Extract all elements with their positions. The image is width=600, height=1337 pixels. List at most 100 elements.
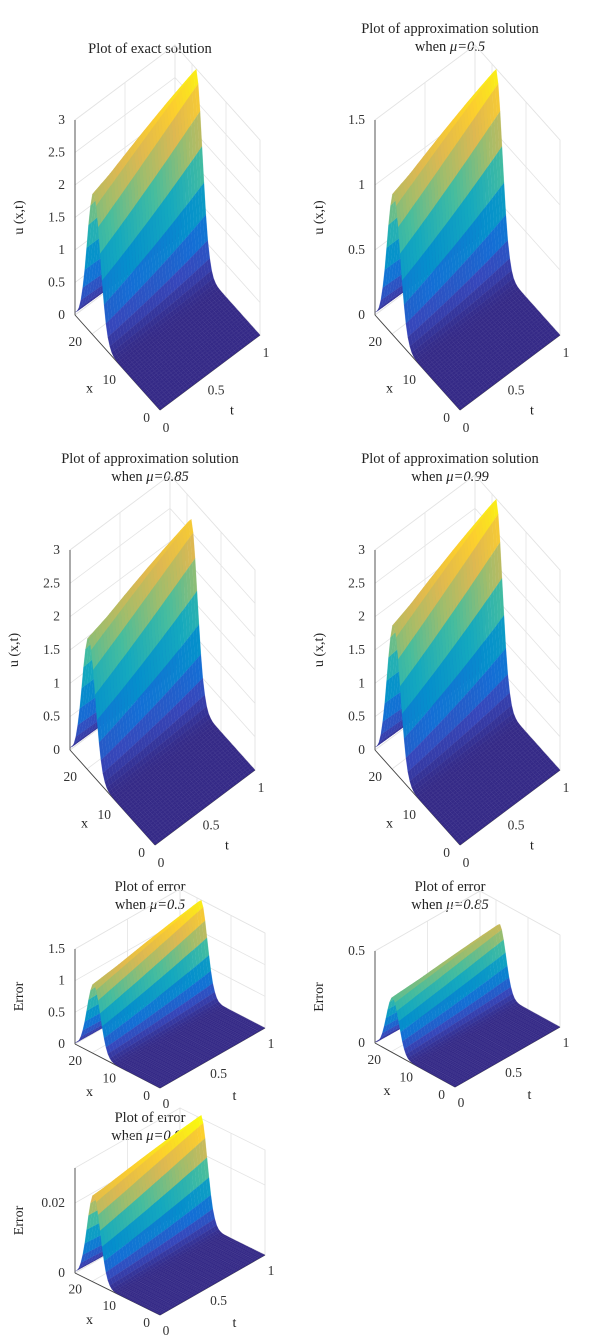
x-tick-label: 0 — [143, 1315, 150, 1330]
z-tick-label: 2.5 — [48, 145, 65, 160]
z-tick-label: 1 — [358, 675, 365, 690]
chart-title: Plot of approximation solution when μ=0.… — [300, 450, 600, 486]
x-axis-label: x — [86, 1313, 93, 1328]
z-tick-label: 0.02 — [41, 1195, 65, 1210]
title-line-1: Plot of error — [114, 879, 186, 895]
surface-mesh — [74, 1114, 266, 1316]
chart-title: Plot of exact solution — [0, 40, 300, 58]
z-tick-label: 3 — [358, 542, 365, 557]
z-tick-label: 1.5 — [348, 112, 365, 127]
t-tick-label: 0 — [463, 855, 470, 870]
z-tick-label: 0 — [58, 307, 65, 322]
x-axis-label: x — [386, 382, 393, 397]
x-tick-label: 20 — [69, 1281, 83, 1296]
t-tick-label: 1 — [563, 345, 570, 360]
z-tick-label: 1 — [58, 973, 65, 988]
t-tick-label: 0.5 — [505, 1065, 522, 1080]
title-line-1: Plot of exact solution — [88, 41, 212, 57]
chart-panel-approx-0.85: Plot of approximation solution when μ=0.… — [0, 440, 300, 870]
surface-mesh — [74, 899, 266, 1089]
chart-panel-approx-0.99: Plot of approximation solution when μ=0.… — [300, 440, 600, 870]
z-tick-label: 0 — [358, 307, 365, 322]
mu-value: μ=0.5 — [449, 39, 486, 55]
z-tick-label: 0 — [58, 1036, 65, 1051]
x-tick-label: 10 — [403, 807, 417, 822]
x-tick-label: 20 — [69, 1053, 83, 1068]
z-axis-label: u (x,t) — [312, 200, 327, 235]
chart-title: Plot of approximation solution when μ=0.… — [0, 450, 300, 486]
t-tick-label: 0.5 — [208, 383, 225, 398]
z-tick-label: 1 — [53, 675, 60, 690]
chart-panel-approx-0.5: Plot of approximation solution when μ=0.… — [300, 0, 600, 440]
chart-title: Plot of error when μ=0.5 — [0, 878, 300, 914]
x-tick-label: 0 — [438, 1087, 445, 1102]
t-axis-label: t — [225, 839, 229, 854]
t-tick-label: 0 — [158, 855, 165, 870]
z-tick-label: 2 — [53, 609, 60, 624]
t-tick-label: 1 — [563, 780, 570, 795]
t-axis-label: t — [230, 404, 234, 419]
title-line-1: Plot of approximation solution — [61, 451, 239, 467]
z-axis-label: u (x,t) — [12, 200, 27, 235]
t-tick-label: 0.5 — [508, 818, 525, 833]
x-tick-label: 0 — [443, 845, 450, 860]
chart-panel-error-0.99: Plot of error when μ=0.99 0 0.02 0 0.5 1 0 10 2… — [0, 1105, 300, 1337]
x-tick-label: 10 — [103, 1070, 117, 1085]
t-tick-label: 0 — [458, 1095, 465, 1110]
z-tick-label: 0.5 — [48, 1004, 65, 1019]
z-tick-label: 0 — [358, 1035, 365, 1050]
z-tick-label: 0.5 — [43, 709, 60, 724]
z-tick-label: 1.5 — [48, 941, 65, 956]
z-axis-label: Error — [12, 1205, 27, 1235]
z-axis-label: Error — [12, 981, 27, 1011]
x-tick-label: 10 — [103, 372, 117, 387]
surface-mesh — [74, 68, 261, 411]
x-tick-label: 20 — [369, 769, 383, 784]
z-tick-label: 2 — [358, 609, 365, 624]
mu-value: μ=0.99 — [446, 469, 489, 485]
title-line-2: when μ=0.99 — [411, 469, 489, 485]
z-axis-label: Error — [312, 982, 327, 1012]
t-axis-label: t — [530, 404, 534, 419]
t-axis-label: t — [233, 1089, 237, 1104]
mu-value: μ=0.85 — [446, 897, 489, 913]
x-tick-label: 0 — [143, 1088, 150, 1103]
z-tick-label: 0.5 — [348, 242, 365, 257]
t-tick-label: 0.5 — [203, 818, 220, 833]
x-tick-label: 20 — [368, 1052, 382, 1067]
x-tick-label: 20 — [69, 334, 83, 349]
t-tick-label: 1 — [268, 1263, 275, 1278]
title-line-1: Plot of error — [414, 879, 486, 895]
z-tick-label: 1 — [58, 242, 65, 257]
z-tick-label: 1 — [358, 177, 365, 192]
chart-panel-error-0.85: Plot of error when μ=0.85 0 0.5 0 0.5 1 0 10 20… — [300, 870, 600, 1110]
t-axis-label: t — [233, 1316, 237, 1331]
x-axis-label: x — [86, 1085, 93, 1100]
x-tick-label: 10 — [98, 807, 112, 822]
surface-mesh — [374, 68, 561, 411]
title-line-1: Plot of error — [114, 1110, 186, 1126]
surface-mesh — [69, 518, 256, 846]
x-tick-label: 10 — [103, 1298, 117, 1313]
t-tick-label: 0.5 — [210, 1293, 227, 1308]
x-tick-label: 0 — [138, 845, 145, 860]
x-axis-label: x — [81, 817, 88, 832]
t-tick-label: 1 — [258, 780, 265, 795]
t-tick-label: 0 — [163, 420, 170, 435]
t-tick-label: 0 — [463, 420, 470, 435]
z-tick-label: 2.5 — [43, 575, 60, 590]
x-tick-label: 20 — [369, 334, 383, 349]
x-tick-label: 0 — [443, 410, 450, 425]
t-tick-label: 1 — [263, 345, 270, 360]
title-line-1: Plot of approximation solution — [361, 21, 539, 37]
x-tick-label: 10 — [400, 1069, 414, 1084]
